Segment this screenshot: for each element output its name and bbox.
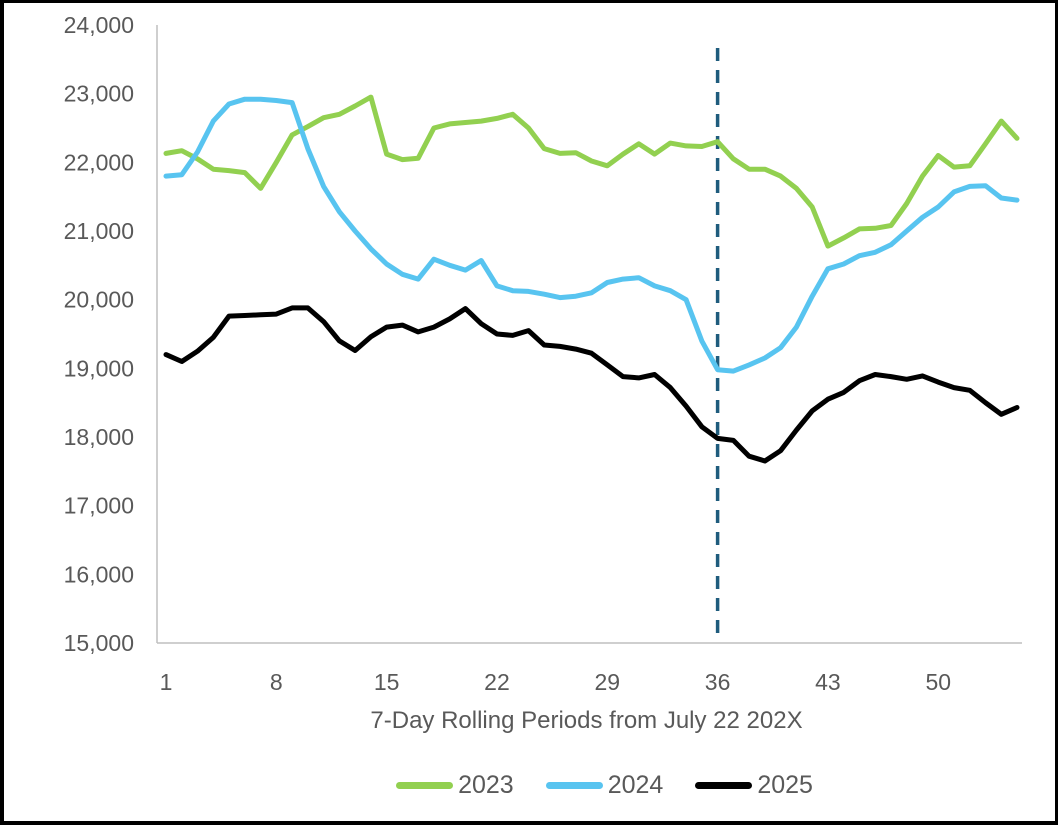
y-tick-label: 17,000 <box>64 493 134 519</box>
legend-swatch-2025 <box>695 782 753 789</box>
x-tick-label: 1 <box>160 669 173 695</box>
x-tick-label: 36 <box>705 669 731 695</box>
chart-legend: 2023 2024 2025 <box>172 771 1037 800</box>
y-tick-label: 19,000 <box>64 355 134 381</box>
y-tick-label: 21,000 <box>64 218 134 244</box>
x-tick-label: 8 <box>270 669 283 695</box>
x-tick-label: 15 <box>374 669 400 695</box>
legend-item-2023: 2023 <box>396 771 514 800</box>
series-line-2024 <box>163 96 1020 374</box>
x-tick-label: 22 <box>484 669 510 695</box>
y-tick-label: 24,000 <box>64 12 134 38</box>
legend-label: 2023 <box>458 771 514 799</box>
y-tick-label: 16,000 <box>64 561 134 587</box>
x-tick-label: 43 <box>815 669 841 695</box>
y-tick-label: 22,000 <box>64 149 134 175</box>
legend-item-2024: 2024 <box>545 771 664 800</box>
x-tick-label: 50 <box>925 669 951 695</box>
series-line-2025 <box>163 305 1020 464</box>
legend-label: 2024 <box>607 771 664 799</box>
y-tick-label: 18,000 <box>64 424 134 450</box>
legend-label: 2025 <box>757 771 813 799</box>
x-tick-label: 29 <box>594 669 620 695</box>
line-chart: 24,000 23,000 22,000 21,000 20,000 19,000 18,0… <box>64 12 1022 695</box>
y-tick-label: 15,000 <box>64 630 134 656</box>
legend-item-2025: 2025 <box>695 771 813 800</box>
series-line-2023 <box>163 94 1020 249</box>
x-axis-title: 7-Day Rolling Periods from July 22 202X <box>370 707 803 734</box>
legend-swatch-2024 <box>545 782 603 789</box>
y-tick-label: 20,000 <box>64 287 134 313</box>
legend-swatch-2023 <box>396 782 454 789</box>
y-tick-label: 23,000 <box>64 81 134 107</box>
